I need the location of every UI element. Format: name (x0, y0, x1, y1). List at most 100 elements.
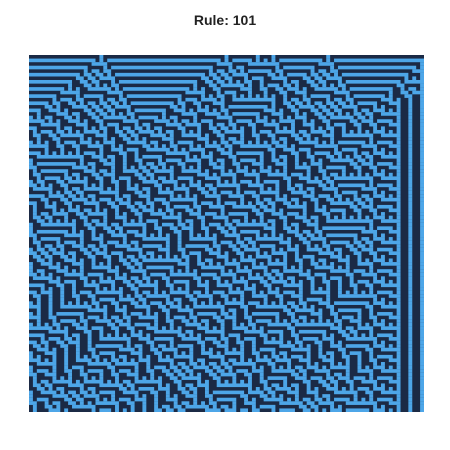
cell-run (115, 129, 123, 134)
cell-run (79, 140, 92, 145)
cell-run (212, 376, 221, 380)
cell-run (420, 379, 424, 384)
cell-run (334, 315, 338, 320)
cell-run (177, 387, 186, 391)
cell-run (212, 315, 221, 320)
cell-run (169, 226, 178, 231)
cell-run (29, 394, 33, 398)
cell-run (29, 151, 41, 156)
cell-run (326, 122, 331, 127)
cell-run (44, 204, 57, 209)
cell-run (224, 58, 229, 63)
cell-run (79, 215, 88, 220)
cell-run (396, 404, 401, 409)
cell-run (29, 233, 37, 238)
cell-run (95, 222, 108, 227)
cell-run (122, 240, 127, 245)
cell-run (75, 190, 84, 195)
cell-run (330, 183, 335, 188)
cell-run (388, 379, 401, 384)
cell-run (201, 265, 225, 270)
cell-run (279, 119, 295, 123)
cell-run (251, 312, 280, 316)
cell-run (48, 219, 53, 223)
cell-run (95, 251, 108, 255)
cell-run (326, 76, 342, 81)
cell-run (169, 172, 174, 177)
cell-run (103, 137, 108, 141)
cell-run (275, 319, 280, 323)
cell-run (60, 247, 65, 252)
cell-run (115, 194, 119, 198)
cell-run (118, 397, 131, 402)
cell-run (177, 344, 194, 348)
cell-run (130, 219, 135, 223)
cell-run (75, 176, 80, 181)
cell-run (29, 194, 45, 198)
cell-run (72, 104, 88, 109)
cell-run (115, 308, 127, 313)
cell-run (373, 172, 385, 177)
cell-run (193, 154, 198, 159)
cell-run (64, 358, 69, 363)
cell-run (185, 294, 194, 298)
cell-run (306, 169, 311, 173)
cell-run (267, 329, 284, 334)
cell-run (122, 165, 127, 170)
cell-run (420, 344, 424, 348)
cell-run (204, 112, 221, 116)
cell-run (193, 290, 202, 295)
cell-run (40, 272, 45, 277)
cell-run (322, 262, 327, 266)
cell-run (369, 226, 374, 231)
cell-run (318, 115, 327, 120)
cell-run (29, 158, 33, 163)
cell-run (68, 129, 73, 134)
cell-run (420, 162, 424, 166)
cell-run (181, 226, 194, 231)
cell-run (373, 322, 385, 327)
cell-run (322, 140, 327, 145)
cell-run (181, 401, 190, 405)
cell-run (353, 333, 358, 338)
cell-run (357, 254, 362, 259)
cell-run (259, 79, 264, 84)
cell-run (326, 397, 331, 402)
cell-run (248, 240, 256, 245)
cell-run (36, 219, 45, 223)
cell-run (248, 358, 252, 363)
cell-run (173, 404, 182, 409)
cell-run (326, 304, 335, 309)
cell-run (161, 290, 166, 295)
cell-run (115, 272, 119, 277)
cell-run (52, 97, 57, 102)
cell-run (134, 394, 139, 398)
cell-run (334, 319, 342, 323)
cell-run (64, 408, 69, 412)
cell-run (259, 165, 264, 170)
cell-run (40, 340, 49, 345)
cell-run (29, 126, 37, 131)
cell-run (142, 290, 151, 295)
cell-run (373, 190, 378, 195)
cell-run (283, 222, 288, 227)
cell-run (420, 258, 424, 263)
cell-run (52, 151, 57, 156)
cell-run (212, 340, 221, 345)
cell-run (36, 258, 45, 263)
cell-run (271, 233, 276, 238)
cell-run (244, 247, 260, 252)
figure-title: Rule: 101 (193, 12, 257, 28)
cell-run (283, 83, 292, 88)
cell-run (193, 101, 202, 106)
cell-run (373, 215, 385, 220)
cell-run (236, 240, 245, 245)
cell-run (337, 154, 342, 159)
cell-run (165, 151, 190, 156)
cell-run (420, 383, 424, 388)
cell-run (310, 404, 319, 409)
cell-run (408, 304, 413, 309)
cell-run (40, 237, 61, 241)
cell-run (165, 408, 174, 412)
cell-run (103, 172, 116, 177)
